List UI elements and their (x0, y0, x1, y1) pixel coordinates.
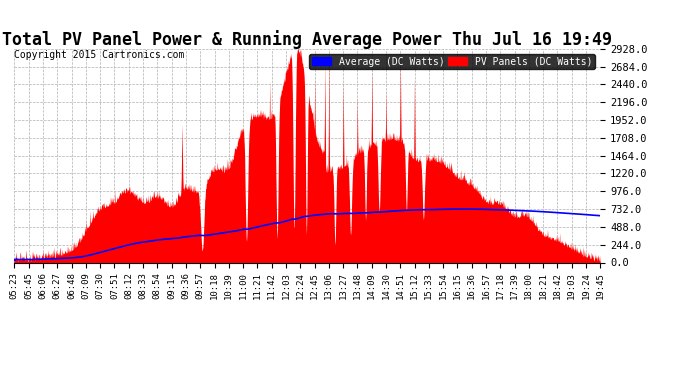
Title: Total PV Panel Power & Running Average Power Thu Jul 16 19:49: Total PV Panel Power & Running Average P… (2, 30, 612, 49)
Legend: Average (DC Watts), PV Panels (DC Watts): Average (DC Watts), PV Panels (DC Watts) (309, 54, 595, 69)
Text: Copyright 2015 Cartronics.com: Copyright 2015 Cartronics.com (14, 50, 184, 60)
